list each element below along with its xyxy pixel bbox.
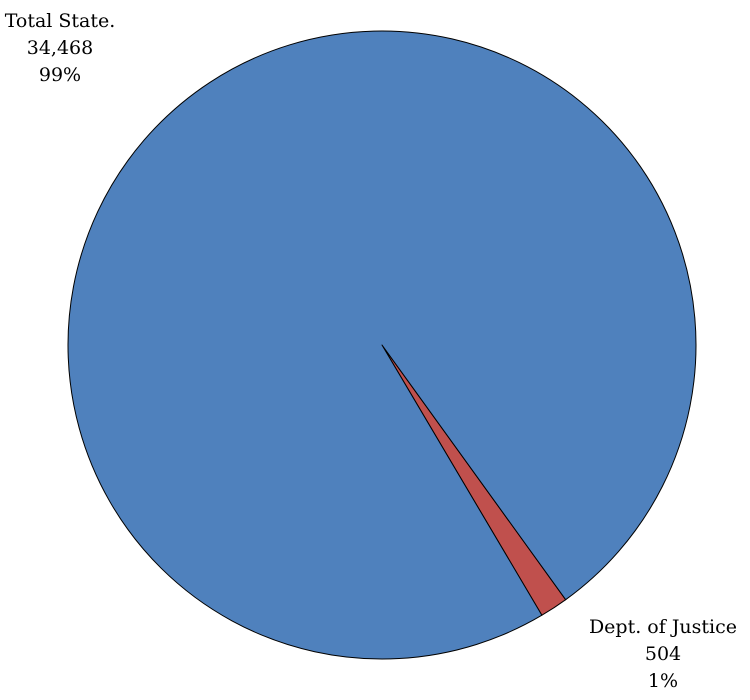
label-dept-of-justice: Dept. of Justice 504 1%: [589, 616, 737, 692]
label-total-state: Total State. 34,468 99%: [5, 10, 116, 86]
label-dept-of-justice-value: 504: [645, 643, 681, 665]
label-total-state-value: 34,468: [27, 37, 93, 59]
label-dept-of-justice-percent: 1%: [648, 670, 678, 692]
pie-slices: [67, 30, 697, 660]
label-dept-of-justice-name: Dept. of Justice: [589, 616, 737, 638]
pie-slice-total-state: [67, 30, 697, 660]
label-total-state-percent: 99%: [39, 64, 81, 86]
label-total-state-name: Total State.: [5, 10, 116, 32]
